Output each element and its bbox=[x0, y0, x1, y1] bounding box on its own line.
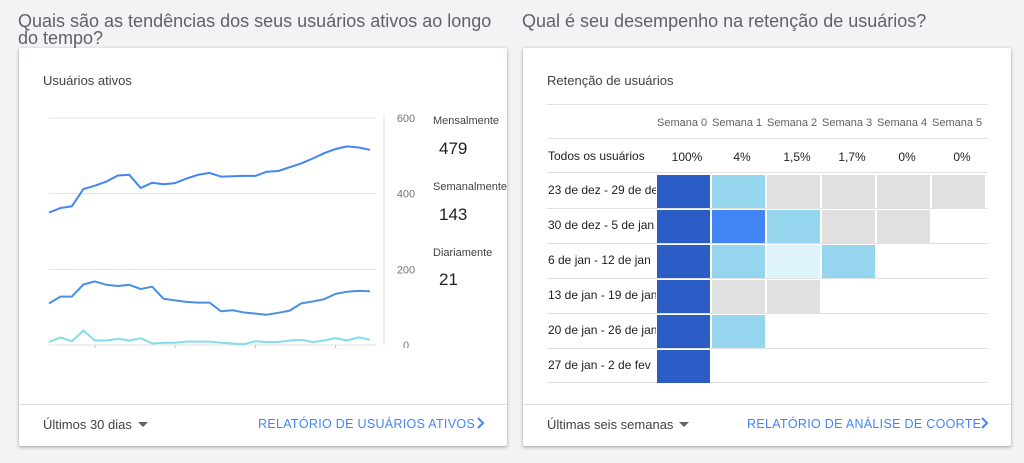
retention-value: 100% bbox=[671, 150, 703, 164]
active-users-report-link[interactable]: RELATÓRIO DE USUÁRIOS ATIVOS bbox=[258, 417, 476, 431]
chevron-right-icon[interactable] bbox=[474, 413, 488, 433]
active-users-card: Usuários ativos 020040060013jan202703fev… bbox=[19, 48, 507, 446]
retention-cell[interactable] bbox=[822, 210, 875, 243]
series-line-daily bbox=[48, 329, 371, 346]
retention-cell[interactable] bbox=[657, 280, 710, 313]
retention-value: 1,5% bbox=[783, 150, 811, 164]
date-range-label: Últimas seis semanas bbox=[547, 417, 674, 432]
date-range-label: Últimos 30 dias bbox=[43, 417, 132, 432]
card-footer: Últimos 30 dias RELATÓRIO DE USUÁRIOS AT… bbox=[19, 404, 507, 446]
retention-cell[interactable] bbox=[712, 175, 765, 208]
retention-cell[interactable] bbox=[932, 175, 985, 208]
retention-cell[interactable] bbox=[877, 175, 930, 208]
divider bbox=[547, 278, 987, 279]
metric-label-weekly: Semanalmente bbox=[433, 181, 507, 193]
retention-value: 0% bbox=[953, 150, 971, 164]
chevron-right-icon[interactable] bbox=[978, 413, 992, 433]
cohort-label: 27 de jan - 2 de fev bbox=[548, 358, 651, 372]
y-tick-label: 600 bbox=[397, 113, 415, 125]
retention-value: 1,7% bbox=[838, 150, 866, 164]
divider bbox=[547, 208, 987, 209]
retention-cell[interactable] bbox=[712, 210, 765, 243]
divider bbox=[547, 138, 987, 139]
retention-cell[interactable] bbox=[657, 210, 710, 243]
y-tick-label: 0 bbox=[403, 340, 409, 348]
metric-label-daily: Diariamente bbox=[433, 247, 493, 259]
card-title: Retenção de usuários bbox=[547, 73, 674, 88]
series-line-monthly bbox=[48, 145, 371, 214]
active-users-chart: 020040060013jan202703fev bbox=[48, 113, 415, 348]
retention-cell[interactable] bbox=[767, 280, 820, 313]
retention-cell[interactable] bbox=[657, 315, 710, 348]
date-range-dropdown[interactable]: Últimos 30 dias bbox=[43, 417, 148, 432]
metric-value-daily: 21 bbox=[439, 270, 458, 289]
card-footer: Últimas seis semanas RELATÓRIO DE ANÁLIS… bbox=[523, 404, 1011, 446]
all-users-label: Todos os usuários bbox=[548, 149, 645, 163]
retention-cell[interactable] bbox=[877, 210, 930, 243]
divider bbox=[547, 348, 987, 349]
cohort-label: 23 de dez - 29 de dez bbox=[548, 183, 656, 197]
retention-cell[interactable] bbox=[657, 175, 710, 208]
retention-question: Qual é seu desempenho na retenção de usu… bbox=[522, 11, 927, 31]
divider bbox=[547, 104, 987, 105]
retention-card: Retenção de usuários Semana 0 Semana 1 S… bbox=[523, 48, 1011, 446]
retention-cell[interactable] bbox=[712, 245, 765, 278]
active-users-question: Quais são as tendências dos seus usuário… bbox=[18, 11, 492, 48]
retention-cell[interactable] bbox=[657, 350, 710, 383]
cohort-label: 13 de jan - 19 de jan bbox=[548, 288, 656, 302]
week-label: Semana 5 bbox=[932, 117, 983, 129]
week-label: Semana 2 bbox=[767, 117, 818, 129]
divider bbox=[547, 382, 987, 383]
divider bbox=[547, 243, 987, 244]
retention-cell[interactable] bbox=[712, 280, 765, 313]
divider bbox=[547, 313, 987, 314]
retention-cell[interactable] bbox=[767, 210, 820, 243]
metric-value-monthly: 479 bbox=[439, 139, 468, 158]
retention-cell[interactable] bbox=[712, 315, 765, 348]
metric-value-weekly: 143 bbox=[439, 205, 468, 224]
divider bbox=[547, 172, 987, 173]
week-label: Semana 3 bbox=[822, 117, 873, 129]
retention-cell[interactable] bbox=[657, 245, 710, 278]
caret-down-icon bbox=[137, 422, 148, 427]
retention-cell[interactable] bbox=[767, 175, 820, 208]
series-line-weekly bbox=[48, 280, 371, 316]
retention-cell[interactable] bbox=[822, 175, 875, 208]
date-range-dropdown[interactable]: Últimas seis semanas bbox=[547, 417, 690, 432]
retention-cell[interactable] bbox=[822, 245, 875, 278]
metric-label-monthly: Mensalmente bbox=[433, 115, 500, 127]
retention-value: 0% bbox=[898, 150, 916, 164]
retention-value: 4% bbox=[733, 150, 751, 164]
caret-down-icon bbox=[679, 422, 690, 427]
cohort-label: 30 de dez - 5 de jan bbox=[548, 218, 655, 232]
cohort-label: 6 de jan - 12 de jan bbox=[548, 253, 651, 267]
card-title: Usuários ativos bbox=[43, 73, 132, 88]
cohort-report-link[interactable]: RELATÓRIO DE ANÁLISE DE COORTE bbox=[747, 417, 982, 431]
week-label: Semana 0 bbox=[657, 117, 708, 129]
week-label: Semana 4 bbox=[877, 117, 928, 129]
week-label: Semana 1 bbox=[712, 117, 763, 129]
y-tick-label: 400 bbox=[397, 189, 415, 201]
retention-cell[interactable] bbox=[767, 245, 820, 278]
cohort-label: 20 de jan - 26 de jan bbox=[548, 323, 656, 337]
y-tick-label: 200 bbox=[397, 264, 415, 276]
